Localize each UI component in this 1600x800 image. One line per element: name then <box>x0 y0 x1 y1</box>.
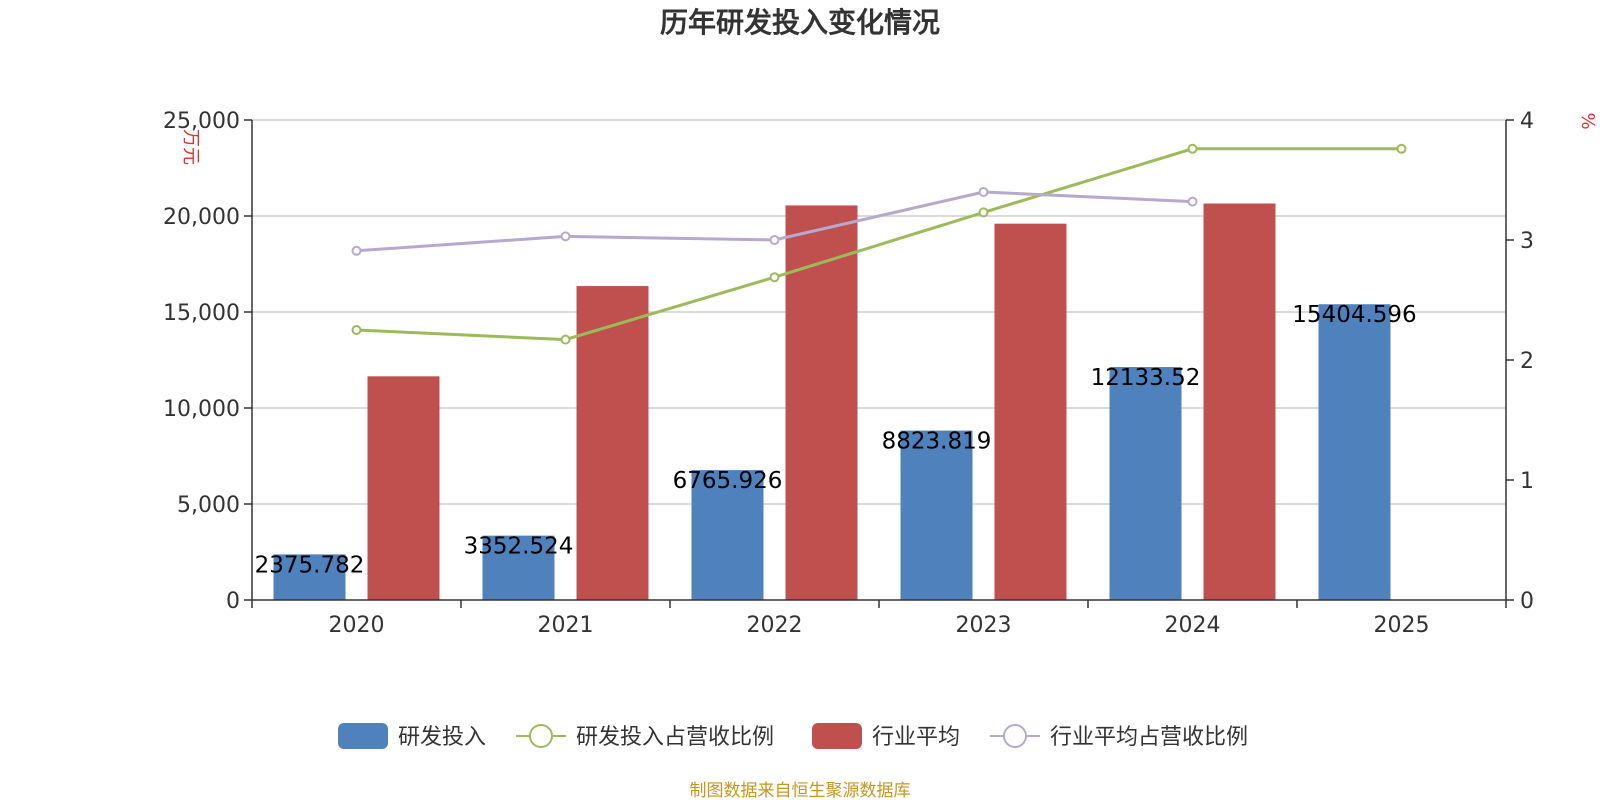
line-rd-ratio <box>356 147 1402 342</box>
bar-rd <box>1318 304 1391 600</box>
bar-industry <box>785 205 858 600</box>
right-axis-tick-label: 3 <box>1520 229 1534 254</box>
right-axis-tick-label: 1 <box>1520 469 1534 494</box>
line-point <box>351 245 362 256</box>
x-axis-tick-label: 2021 <box>538 613 594 638</box>
data-labels: 2375.782 3352.524 6765.926 8823.819 12133.52… <box>255 302 1417 578</box>
right-axis-unit: % <box>1577 112 1598 129</box>
line-point <box>560 334 571 345</box>
line-point <box>978 207 989 218</box>
legend-swatch[interactable] <box>812 723 862 749</box>
bar-rd <box>273 554 346 600</box>
bar-industry <box>1203 203 1276 600</box>
line-point <box>978 187 989 197</box>
left-axis-tick-label: 0 <box>226 589 240 614</box>
line-series <box>351 143 1407 345</box>
left-axis-tick-label: 25,000 <box>163 109 240 134</box>
legend: 研发投入 研发投入占营收比例 行业平均 行业平均占营收比例 <box>338 723 1248 750</box>
line-point <box>1396 143 1407 154</box>
legend-label[interactable]: 行业平均 <box>872 725 960 750</box>
line-point <box>1187 196 1198 207</box>
x-axis-tick-label: 2024 <box>1165 613 1221 638</box>
left-axis-tick-label: 20,000 <box>163 205 240 230</box>
source-note: 制图数据来自恒生聚源数据库 <box>690 781 911 800</box>
bar-rd <box>900 430 973 600</box>
bar-rd <box>1109 367 1182 600</box>
bar-industry <box>576 286 649 600</box>
line-point <box>769 235 780 245</box>
bar-value-label: 15404.596 <box>1292 302 1416 328</box>
chart-title: 历年研发投入变化情况 <box>660 6 940 39</box>
x-axis-tick-label: 2023 <box>956 613 1012 638</box>
legend-label[interactable]: 行业平均占营收比例 <box>1050 725 1248 750</box>
left-axis-tick-label: 5,000 <box>177 493 240 518</box>
line-point <box>769 272 780 283</box>
x-axis-tick-label: 2022 <box>747 613 803 638</box>
bar-industry <box>367 376 440 600</box>
x-axis-tick-label: 2020 <box>329 613 385 638</box>
line-point <box>1187 143 1198 154</box>
bar-value-label: 2375.782 <box>255 552 365 578</box>
legend-label[interactable]: 研发投入占营收比例 <box>576 725 774 750</box>
bar-value-label: 8823.819 <box>882 429 992 455</box>
legend-swatch[interactable] <box>338 723 388 749</box>
left-axis-tick-label: 10,000 <box>163 397 240 422</box>
left-axis-tick-label: 15,000 <box>163 301 240 326</box>
line-point <box>560 231 571 242</box>
right-axis-tick-label: 4 <box>1520 109 1534 134</box>
bar-industry <box>994 223 1067 600</box>
bar-rd <box>691 470 764 600</box>
line-point <box>351 325 362 335</box>
bar-rd <box>482 535 555 600</box>
legend-label[interactable]: 研发投入 <box>398 725 486 750</box>
bar-value-label: 6765.926 <box>673 468 783 494</box>
right-axis-tick-label: 0 <box>1520 589 1534 614</box>
axes: 0 5,000 10,000 15,000 20,000 25,000 0 1 2 3 4 2020 2… <box>163 109 1534 638</box>
legend-marker[interactable] <box>529 724 553 748</box>
bar-series <box>273 203 1391 600</box>
bar-value-label: 3352.524 <box>464 534 574 560</box>
legend-marker[interactable] <box>1003 724 1027 748</box>
gridlines <box>252 119 1506 505</box>
bar-value-label: 12133.52 <box>1091 365 1201 391</box>
x-axis-tick-label: 2025 <box>1374 613 1430 638</box>
right-axis-tick-label: 2 <box>1520 349 1534 374</box>
left-axis-unit: 万元 <box>180 129 201 165</box>
